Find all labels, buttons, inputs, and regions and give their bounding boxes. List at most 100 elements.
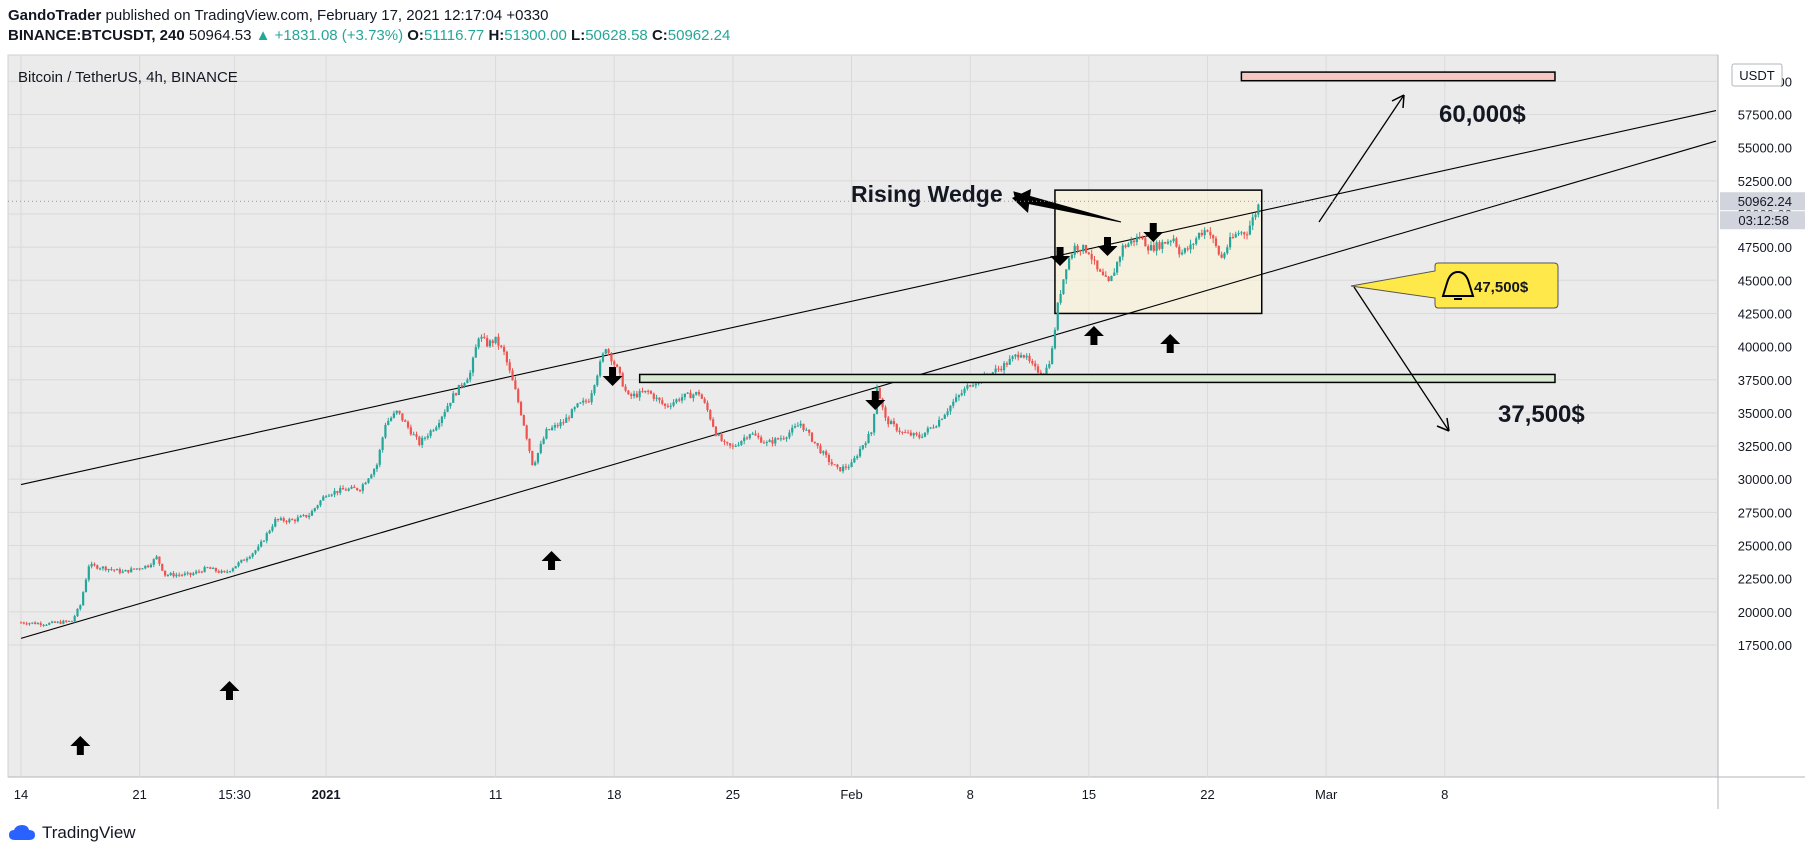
candle-body [245, 558, 249, 561]
candle-body [1234, 234, 1237, 238]
candle-body [203, 567, 206, 573]
candle-body [632, 393, 636, 397]
candle-body [110, 568, 113, 570]
candle-body [1155, 242, 1158, 251]
up-arrow-icon [1160, 334, 1181, 353]
candle-body [545, 429, 548, 439]
candle-body [243, 559, 246, 561]
candle-body [132, 568, 136, 570]
candle-body [613, 361, 616, 365]
price-axis[interactable] [1718, 55, 1805, 777]
candle-body [1200, 232, 1203, 236]
candle-body [960, 393, 963, 396]
candle-body [302, 514, 305, 516]
candle-body [949, 405, 952, 412]
candle-body [412, 434, 415, 436]
candle-body [785, 437, 788, 439]
candle-body [59, 621, 62, 624]
candle-body [276, 518, 280, 520]
candle-body [285, 521, 288, 523]
candle-body [310, 510, 314, 516]
candle-body [717, 434, 720, 436]
author-name[interactable]: GandoTrader [8, 7, 102, 24]
y-tick-label: 42500.00 [1738, 306, 1792, 321]
candle-body [373, 469, 376, 475]
candle-body [884, 407, 887, 418]
candle-body [556, 425, 559, 427]
candle-body [745, 437, 749, 439]
grid [8, 55, 1718, 777]
candle-body [1079, 249, 1082, 252]
candle-body [1141, 237, 1144, 239]
candle-body [669, 405, 672, 407]
x-tick-label: 25 [726, 787, 740, 802]
y-axis: 17500.00 20000.00 22500.00 25000.00 27500.00… [8, 74, 1805, 653]
candle-body [1101, 271, 1105, 276]
candle-body [901, 431, 904, 433]
candle-body [570, 409, 573, 419]
candle-body [73, 616, 76, 622]
candle-body [536, 452, 540, 463]
candle-body [1166, 241, 1170, 244]
candle-body [912, 433, 915, 436]
x-tick-label: 8 [967, 787, 974, 802]
candle-body [42, 624, 45, 626]
candle-body [262, 540, 266, 542]
currency-badge[interactable]: USDT [1731, 63, 1783, 87]
up-arrow-icon [219, 681, 240, 700]
candle-body [161, 563, 164, 571]
open-value: 51116.77 [423, 27, 485, 44]
candle-body [180, 574, 184, 576]
candle-body [1034, 363, 1037, 367]
candle-body [1056, 302, 1059, 330]
x-tick-label: Mar [1315, 787, 1338, 802]
candles [19, 203, 1260, 627]
y-tick-label: 37500.00 [1738, 373, 1792, 388]
candle-body [480, 336, 483, 339]
brand-name[interactable]: TradingView [42, 823, 136, 842]
countdown-badge [1720, 211, 1805, 230]
y-tick-label: 40000.00 [1738, 340, 1792, 355]
last-price-badge [1720, 192, 1805, 211]
candle-body [825, 451, 828, 456]
candle-body [1000, 368, 1003, 371]
candle-body [802, 423, 805, 431]
symbol-name[interactable]: BINANCE:BTCUSDT, 240 [8, 27, 185, 44]
candle-body [313, 508, 316, 511]
candle-body [994, 368, 997, 373]
chart-title: Bitcoin / TetherUS, 4h, BINANCE [18, 69, 238, 86]
x-tick-label: 18 [607, 787, 621, 802]
candle-body [25, 623, 28, 625]
candle-body [635, 393, 638, 398]
y-tick-label: 45000.00 [1738, 273, 1792, 288]
candle-body [714, 426, 718, 436]
candle-body [720, 434, 723, 441]
candle-body [389, 417, 393, 421]
candle-body [1011, 356, 1014, 359]
candle-body [454, 393, 458, 396]
candle-body [1226, 247, 1229, 254]
candle-body [404, 420, 407, 422]
candle-body [1164, 242, 1167, 244]
candle-body [395, 410, 398, 414]
candle-body [703, 398, 706, 403]
candle-body [630, 394, 633, 397]
arrow-marks [70, 223, 1181, 755]
candle-body [1127, 243, 1130, 247]
candle-body [172, 573, 175, 577]
time-axis[interactable] [8, 777, 1718, 809]
candle-body [827, 455, 831, 463]
plot-area[interactable] [7, 54, 1719, 778]
candle-body [553, 425, 557, 428]
candle-body [327, 495, 331, 497]
candle-body [1003, 363, 1006, 371]
candle-body [1028, 355, 1031, 361]
candle-body [604, 349, 607, 354]
trend-line-upper [20, 110, 1717, 486]
candle-body [152, 559, 155, 565]
footer: TradingView [8, 823, 136, 843]
candle-body [375, 464, 379, 470]
candle-body [409, 427, 412, 435]
candle-body [915, 433, 918, 435]
